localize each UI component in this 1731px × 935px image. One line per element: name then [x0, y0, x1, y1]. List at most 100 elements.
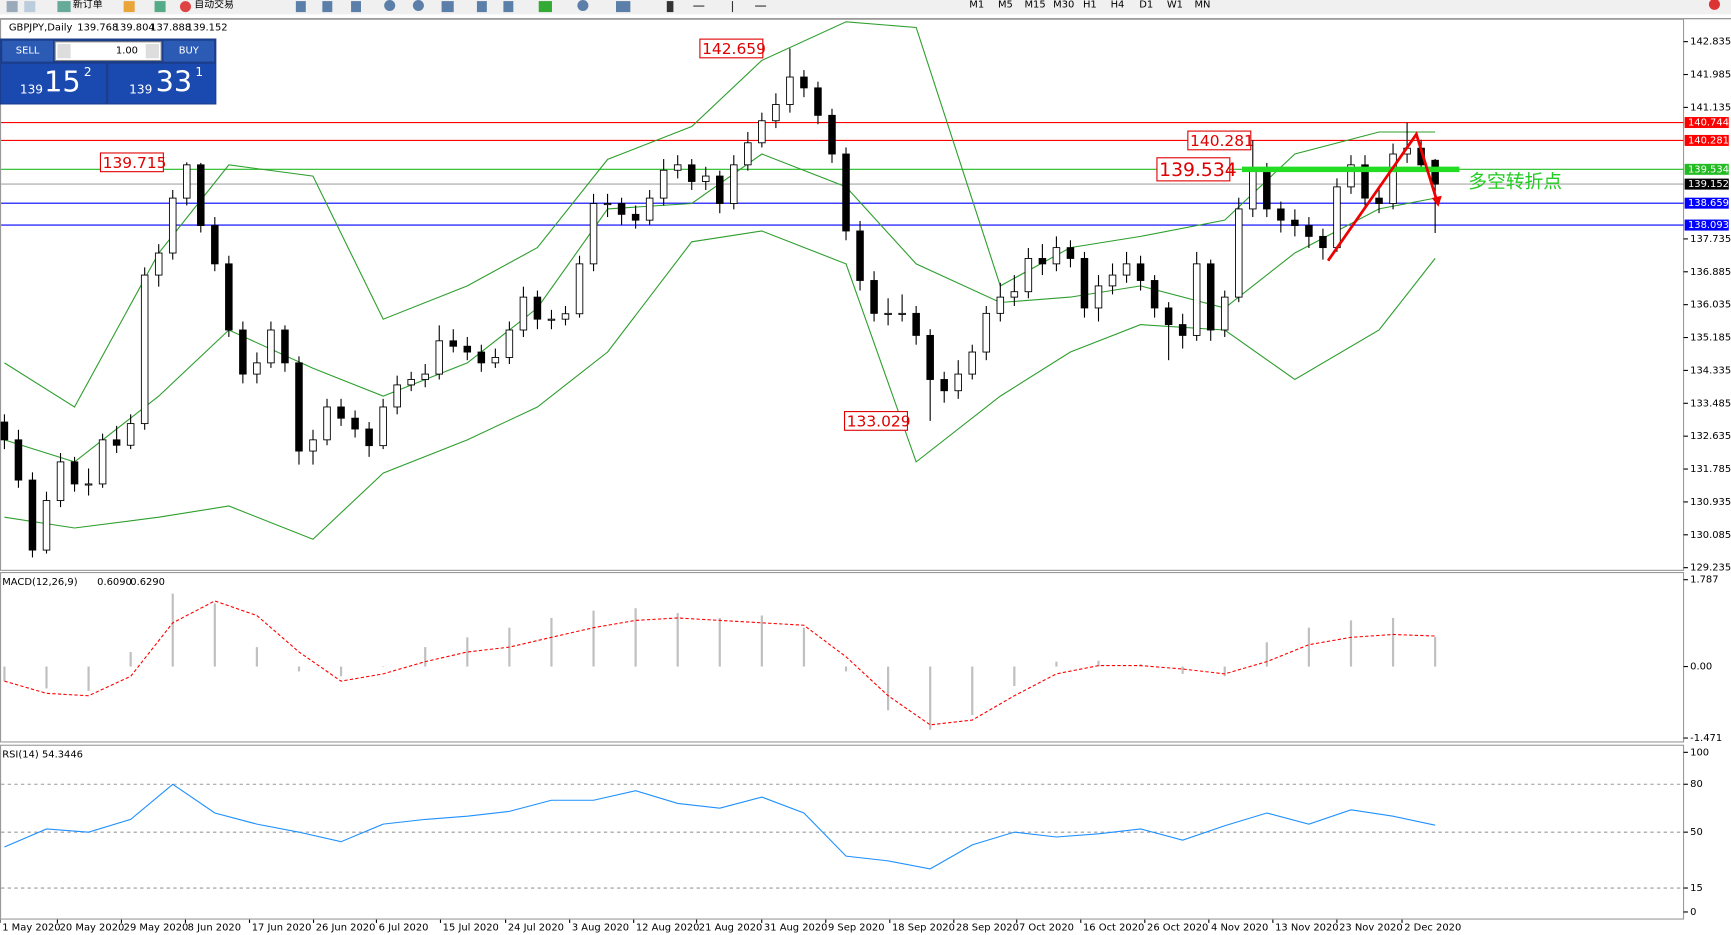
- x-tick-label: 12 Aug 2020: [636, 922, 700, 933]
- candle-body: [603, 203, 612, 206]
- timeframe-button[interactable]: D1: [1139, 0, 1153, 10]
- x-tick-label: 8 Jun 2020: [188, 922, 241, 933]
- timeframe-button[interactable]: W1: [1167, 0, 1183, 10]
- hline-tool[interactable]: [755, 5, 767, 7]
- y-tick-label: 130.935: [1690, 497, 1731, 508]
- candle-body: [421, 373, 429, 380]
- periods[interactable]: [577, 0, 589, 11]
- x-tick-label: 21 Aug 2020: [699, 922, 763, 933]
- macd-bar: [339, 666, 343, 677]
- macd-bar: [886, 666, 890, 711]
- price-annotation: 139.534: [1159, 160, 1237, 181]
- zoom-in[interactable]: [384, 0, 396, 11]
- buy-price-box[interactable]: [108, 63, 216, 104]
- timeframe-button[interactable]: H4: [1111, 0, 1125, 10]
- y-tick-label: 132.635: [1690, 431, 1731, 442]
- timeframe-button[interactable]: H1: [1083, 0, 1097, 10]
- macd-bar: [802, 627, 806, 667]
- candle-body: [463, 345, 472, 353]
- vline-tool[interactable]: [731, 1, 734, 13]
- buy-point[interactable]: 1: [195, 65, 203, 79]
- level-label: 139.534: [1688, 164, 1729, 175]
- level-label-bg: [1684, 178, 1729, 190]
- toolbar-icon[interactable]: [24, 1, 36, 13]
- rsi-title: RSI(14): [2, 750, 39, 761]
- level-label-bg: [1684, 134, 1729, 146]
- candle-body: [1080, 258, 1089, 309]
- candle-body: [884, 312, 892, 315]
- level-label-bg: [1684, 197, 1729, 209]
- sell-pips[interactable]: 15: [44, 65, 81, 99]
- buy-figure[interactable]: 139: [129, 83, 152, 97]
- toolbar-icon[interactable]: [295, 1, 306, 13]
- candle-body: [954, 373, 962, 392]
- auto-trading-button[interactable]: 自动交易: [194, 0, 234, 10]
- sell-point[interactable]: 2: [84, 65, 92, 79]
- candle-body: [1431, 159, 1439, 185]
- y-tick-label: 50: [1690, 827, 1703, 838]
- auto-trading-icon[interactable]: [179, 1, 191, 13]
- buy-button[interactable]: [163, 40, 215, 62]
- macd-bar: [1013, 666, 1016, 686]
- candle-body: [56, 461, 65, 502]
- macd-bar: [87, 666, 90, 691]
- timeframe-button[interactable]: M5: [998, 0, 1013, 10]
- timeframe-button[interactable]: M15: [1024, 0, 1045, 10]
- zoom-out[interactable]: [412, 0, 424, 11]
- price-annotation: 140.281: [1190, 132, 1254, 150]
- macd-main-value: 0.6090: [97, 577, 132, 588]
- cursor-tool[interactable]: [666, 1, 674, 13]
- y-tick-label: 134.335: [1690, 365, 1731, 376]
- sell-label[interactable]: SELL: [16, 46, 40, 57]
- toolbar-icon[interactable]: [154, 1, 166, 13]
- timeframe-button[interactable]: MN: [1194, 0, 1210, 10]
- sell-price-box[interactable]: [1, 63, 106, 104]
- trade-panel: SELL 1.00 BUY 139 15 2 139 33 1: [0, 38, 217, 105]
- candle-body: [197, 164, 205, 227]
- macd-signal: [4, 600, 1436, 726]
- indicators[interactable]: [538, 1, 552, 13]
- toolbar-icon[interactable]: [123, 1, 135, 13]
- x-tick-label: 17 Jun 2020: [252, 922, 312, 933]
- lot-up[interactable]: [145, 44, 159, 59]
- toolbar-icon[interactable]: [476, 1, 487, 13]
- level-label: 139.152: [1688, 179, 1729, 190]
- y-tick-label: 136.035: [1690, 300, 1731, 311]
- candle-body: [323, 406, 331, 441]
- toolbar-icon[interactable]: [322, 1, 333, 13]
- price-annotation-box: [99, 152, 164, 173]
- sell-button[interactable]: [2, 40, 53, 62]
- y-tick-label: 1.787: [1690, 575, 1718, 586]
- lot-input[interactable]: [54, 41, 162, 62]
- toolbar-icon[interactable]: [503, 1, 514, 13]
- x-tick-label: 15 Jul 2020: [443, 922, 499, 933]
- candle-body: [211, 225, 219, 265]
- price-annotation-box: [843, 411, 909, 431]
- alert-icon[interactable]: [1708, 0, 1720, 10]
- y-tick-label: 133.485: [1690, 398, 1731, 409]
- candle-body: [631, 213, 640, 221]
- candle-body: [659, 169, 668, 199]
- crosshair[interactable]: [693, 5, 705, 7]
- buy-pips[interactable]: 33: [156, 65, 193, 99]
- new-order-icon[interactable]: [57, 1, 71, 13]
- sell-figure[interactable]: 139: [20, 83, 43, 97]
- buy-label[interactable]: BUY: [179, 46, 200, 57]
- toolbar-icon[interactable]: [351, 1, 361, 13]
- lot-value[interactable]: 1.00: [116, 46, 138, 57]
- candle-body: [1136, 263, 1145, 281]
- toolbar-icon[interactable]: [6, 1, 18, 13]
- candle-body: [1122, 263, 1131, 276]
- candle-body: [645, 197, 654, 221]
- new-order-button[interactable]: 新订单: [73, 0, 103, 10]
- timeframe-button[interactable]: M1: [969, 0, 984, 10]
- candle-body: [533, 296, 542, 320]
- y-tick-label: 129.235: [1690, 563, 1731, 574]
- candle-body: [126, 423, 135, 446]
- toolbar-icon[interactable]: [441, 1, 454, 13]
- templates[interactable]: [616, 1, 631, 13]
- macd-bar: [382, 666, 385, 668]
- lot-down[interactable]: [57, 44, 71, 59]
- timeframe-button[interactable]: M30: [1053, 0, 1074, 10]
